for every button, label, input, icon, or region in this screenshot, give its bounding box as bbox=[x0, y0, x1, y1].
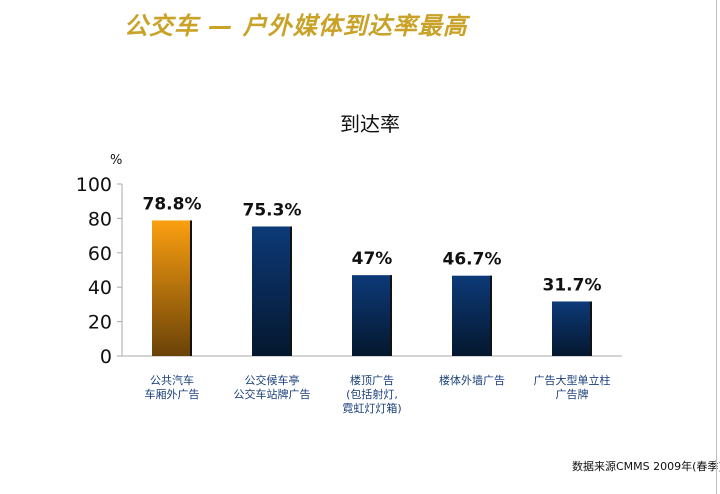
category-label: 车厢外广告 bbox=[145, 387, 200, 401]
category-label: 楼体外墙广告 bbox=[439, 373, 505, 387]
category-label: 广告大型单立柱 bbox=[534, 373, 611, 387]
data-label: 75.3% bbox=[243, 200, 302, 220]
category-label: 公交候车亭 bbox=[245, 373, 300, 387]
data-label: 47% bbox=[352, 249, 393, 269]
category-label: 公共汽车 bbox=[150, 373, 194, 387]
bar bbox=[552, 301, 592, 356]
source-note: 数据来源CMMS 2009年(春季) bbox=[572, 460, 720, 473]
category-label: 楼顶广告 bbox=[350, 373, 394, 387]
data-label: 31.7% bbox=[543, 275, 602, 295]
y-tick-label: 0 bbox=[100, 346, 112, 368]
y-tick-label: 20 bbox=[88, 312, 112, 334]
category-label: 广告牌 bbox=[556, 387, 589, 401]
y-tick-label: 80 bbox=[88, 208, 112, 230]
y-tick-label: 40 bbox=[88, 277, 112, 299]
bar-shadow bbox=[290, 226, 292, 356]
bar-shadow bbox=[390, 275, 392, 356]
bar-shadow bbox=[590, 301, 592, 356]
data-label: 46.7% bbox=[443, 250, 502, 270]
bar bbox=[252, 226, 292, 356]
bar bbox=[352, 275, 392, 356]
y-axis-label: % bbox=[110, 153, 122, 168]
chart-title: 到达率 bbox=[340, 112, 400, 136]
y-tick-label: 100 bbox=[76, 174, 112, 196]
y-tick-label: 60 bbox=[88, 243, 112, 265]
slide-title: 公交车 — 户外媒体到达率最高 bbox=[124, 12, 468, 40]
divider bbox=[716, 0, 717, 494]
bar bbox=[452, 275, 492, 356]
data-label: 78.8% bbox=[143, 194, 202, 214]
category-label: 霓虹灯灯箱) bbox=[342, 401, 401, 415]
bar bbox=[152, 220, 192, 356]
bar-shadow bbox=[190, 220, 192, 356]
bar-shadow bbox=[490, 275, 492, 356]
category-label: (包括射灯, bbox=[346, 387, 398, 401]
category-label: 公交车站牌广告 bbox=[234, 387, 311, 401]
